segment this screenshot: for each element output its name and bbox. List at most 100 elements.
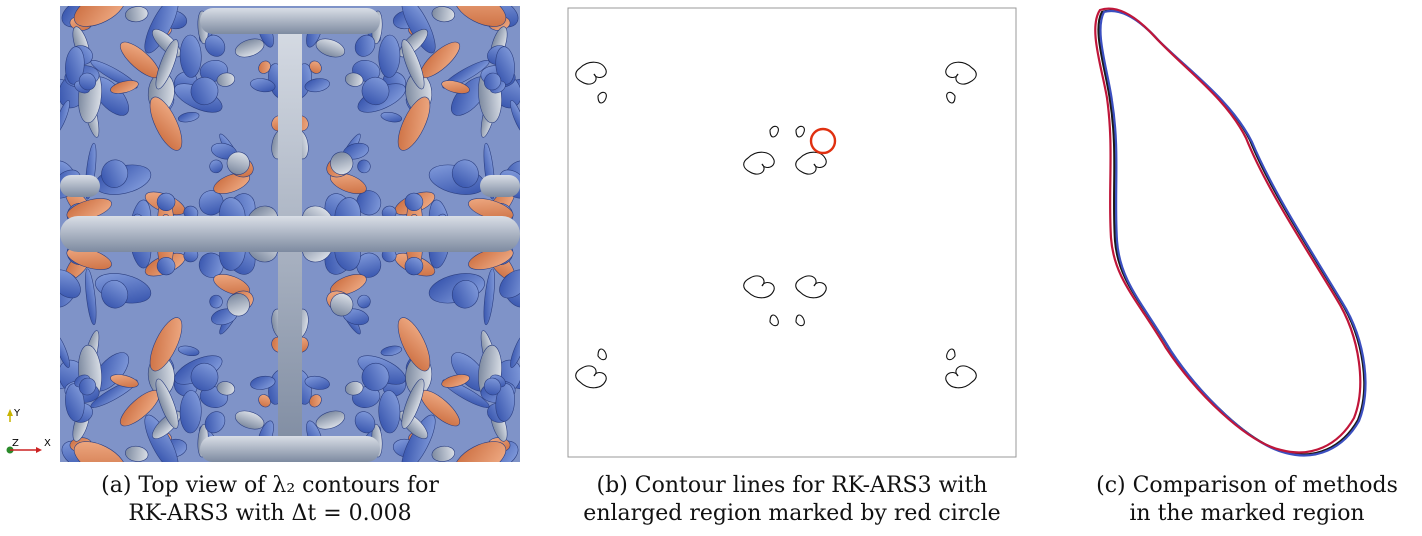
vortex-tube <box>209 159 223 174</box>
contour-loop <box>946 91 956 104</box>
vortex-tube <box>378 390 401 434</box>
contour-loop <box>743 275 775 299</box>
caption-b: (b) Contour lines for RK-ARS3 with enlar… <box>562 472 1022 528</box>
vortex-tube <box>330 293 354 317</box>
vortex-tube <box>179 390 202 434</box>
contour-frame <box>567 7 1017 458</box>
vortex-tube <box>110 80 139 94</box>
vortex-bar <box>200 8 380 34</box>
contour-plot <box>567 7 1017 458</box>
caption-a-line1: (a) Top view of λ₂ contours for <box>101 473 439 498</box>
vortex-visualization: Y Z X <box>6 6 520 462</box>
caption-c-line1: (c) Comparison of methods <box>1096 473 1398 498</box>
vortex-tube <box>216 381 236 396</box>
vortex-tube <box>401 378 425 429</box>
vortex-tube <box>258 60 271 74</box>
vortex-tube <box>357 294 371 309</box>
vortex-tube <box>495 46 515 85</box>
contour-loop <box>743 151 775 175</box>
vortex-tube <box>60 269 81 299</box>
contour-loop <box>575 61 607 85</box>
vortex-tube <box>65 383 85 422</box>
contour-loop <box>945 61 977 85</box>
vortex-tube <box>78 72 97 91</box>
vortex-tube <box>397 317 431 372</box>
caption-b-line1: (b) Contour lines for RK-ARS3 with <box>596 473 988 498</box>
vortex-tube <box>510 100 520 135</box>
vortex-tube <box>361 362 390 392</box>
vortex-tube <box>60 333 70 368</box>
vortex-tube <box>101 280 129 309</box>
vortex-tube <box>483 268 495 326</box>
caption-a: (a) Top view of λ₂ contours for RK-ARS3 … <box>40 472 500 528</box>
vortex-tube <box>404 256 424 276</box>
vortex-tube <box>216 72 236 87</box>
vortex-tube <box>380 345 403 357</box>
vortex-tube <box>380 111 403 123</box>
vortex-tube <box>258 394 271 408</box>
vortex-tube <box>155 378 179 429</box>
vortex-tube <box>125 445 149 462</box>
vortex-tube <box>357 159 371 174</box>
vortex-tube <box>101 159 129 188</box>
panel-b-figure <box>560 0 1030 470</box>
vortex-tube <box>344 72 364 87</box>
x-axis-label: X <box>44 438 51 449</box>
marked-region-circle <box>809 127 837 155</box>
vortex-tube <box>110 374 139 388</box>
vortex-tube <box>226 151 250 175</box>
panel-a-figure: Y Z X <box>0 0 520 470</box>
y-axis-label: Y <box>13 408 21 419</box>
contour-loop <box>795 275 827 299</box>
vortex-tube <box>213 172 250 195</box>
vortex-tube <box>190 76 219 106</box>
vortex-tube <box>354 411 376 434</box>
vortex-tube <box>431 445 455 462</box>
vortex-tube <box>483 377 502 396</box>
contour-loop <box>575 365 607 389</box>
vortex-tube <box>404 192 424 212</box>
vortex-tube <box>155 39 179 90</box>
caption-c-line2: in the marked region <box>1129 501 1365 526</box>
caption-c: (c) Comparison of methods in the marked … <box>1082 472 1412 528</box>
vortex-tube <box>204 34 226 57</box>
vortex-tube <box>441 80 470 94</box>
vortex-tube <box>65 46 85 85</box>
contour-loop <box>597 348 607 361</box>
vortex-tube <box>315 410 346 430</box>
vortex-tube <box>125 6 149 23</box>
vortex-tube <box>344 381 364 396</box>
vortex-tube <box>451 280 479 309</box>
vortex-tube <box>304 78 330 93</box>
vortex-tube <box>177 111 200 123</box>
orientation-axes: Y Z X <box>6 408 51 454</box>
vortex-tube <box>499 269 520 299</box>
y-axis-arrow <box>7 409 13 416</box>
vortex-bar <box>60 216 520 252</box>
method-red-curve <box>1094 7 1362 454</box>
vortex-tube <box>73 6 126 27</box>
vortex-tube <box>177 345 200 357</box>
vortex-tube <box>309 60 322 74</box>
panel-c-figure <box>1080 0 1400 470</box>
vortex-tube <box>234 38 265 58</box>
vortex-tube <box>431 6 455 23</box>
vortex-tube <box>234 410 265 430</box>
vortex-tube <box>179 34 202 78</box>
vortex-tube <box>209 294 223 309</box>
vortex-structures <box>60 6 520 462</box>
vortex-tube <box>156 256 176 276</box>
contour-loop <box>769 314 779 327</box>
vortex-bar <box>480 175 520 197</box>
contour-loop <box>946 348 956 361</box>
vortex-tube <box>315 38 346 58</box>
vortex-tube <box>304 375 330 390</box>
vortex-tube <box>330 172 367 195</box>
vortex-tube <box>190 362 219 392</box>
contour-loop <box>945 365 977 389</box>
vortex-tube <box>309 394 322 408</box>
vortex-tube <box>250 375 276 390</box>
vortex-tube <box>144 414 179 462</box>
vortex-tube <box>401 414 436 462</box>
vortex-tube <box>401 6 436 54</box>
